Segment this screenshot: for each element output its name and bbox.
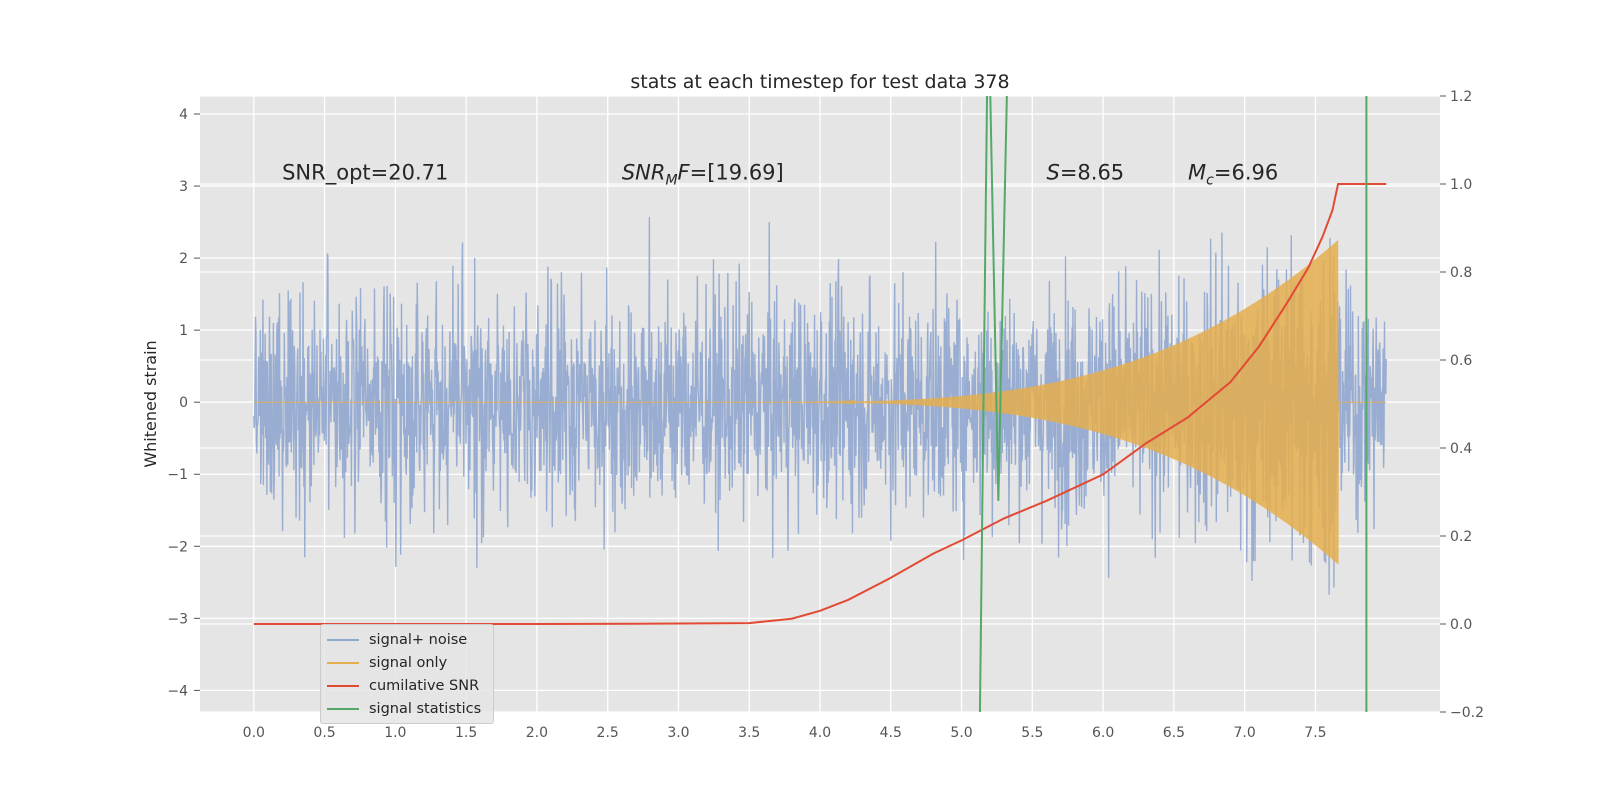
cumulative-snr-series [253,183,1387,625]
y-axis-label: Whitened strain [141,340,160,467]
x-tick-label: 4.0 [809,725,831,741]
y-tick-label: −1 [167,467,188,483]
cumulative-snr-line [253,183,1387,625]
legend-item-signal-only: signal only [327,652,447,674]
legend: signal+ noise signal only cumilative SNR… [320,624,494,724]
signal-only-line [253,240,1387,565]
x-tick-label: 6.0 [1092,725,1114,741]
x-tick-label: 2.5 [597,725,619,741]
legend-swatch-signal-only [327,662,359,664]
x-tick-label: 6.5 [1163,725,1185,741]
legend-swatch-cumulative-snr [327,685,359,687]
y-tick-label: 4 [179,107,188,123]
x-tick-label: 5.5 [1021,725,1043,741]
signal-noise-line [253,216,1387,595]
legend-item-signal-noise: signal+ noise [327,629,467,651]
y-tick-label: 1 [179,323,188,339]
annotation-snr-opt: SNR_opt=20.71 [282,161,448,186]
chart-title: stats at each timestep for test data 378 [630,71,1009,93]
y2-tick-label: −0.2 [1450,705,1484,721]
y2-tick-label: 0.8 [1450,265,1472,281]
signal-noise-series [253,216,1387,595]
x-tick-label: 1.0 [384,725,406,741]
x-tick-label: 4.5 [880,725,902,741]
legend-label: signal only [369,655,448,671]
legend-label: signal statistics [369,701,482,717]
y2-tick-label: 0.4 [1450,441,1472,457]
annotations: SNR_opt=20.71 SNRMF=[19.69] S=8.65 Mc=6.96 [282,161,1278,189]
legend-label: signal+ noise [369,632,468,648]
signal-statistics-line [978,96,1008,712]
x-tick-label: 1.5 [455,725,477,741]
y-axis-ticks: −4 −3 −2 −1 0 1 2 3 4 [167,107,200,699]
y2-tick-label: 1.0 [1450,177,1472,193]
x-tick-label: 0.0 [243,725,265,741]
legend-label: cumilative SNR [369,678,480,694]
legend-swatch-signal-noise [327,639,359,641]
x-tick-label: 0.5 [313,725,335,741]
legend-item-cumulative-snr: cumilative SNR [327,675,479,697]
legend-item-signal-statistics: signal statistics [327,698,481,720]
x-tick-label: 2.0 [526,725,548,741]
legend-swatch-signal-statistics [327,708,359,710]
x-tick-label: 3.0 [667,725,689,741]
y-tick-label: −2 [167,539,188,555]
x-tick-label: 5.0 [950,725,972,741]
y2-tick-label: 0.6 [1450,353,1472,369]
y-tick-label: 2 [179,251,188,267]
annotation-mc: Mc=6.96 [1188,161,1278,189]
y2-axis-ticks: −0.2 0.0 0.2 0.4 0.6 0.8 1.0 1.2 [1440,89,1484,721]
x-axis-ticks: 0.0 0.5 1.0 1.5 2.0 2.5 3.0 3.5 4.0 4.5 5.0 5.5 6.0 6… [243,725,1327,741]
signal-only-series [253,240,1387,565]
y2-tick-label: 0.0 [1450,617,1472,633]
y-tick-label: 3 [179,179,188,195]
x-tick-label: 7.0 [1234,725,1256,741]
y2-tick-label: 1.2 [1450,89,1472,105]
x-tick-label: 7.5 [1304,725,1326,741]
signal-statistics-series [978,96,1368,712]
y2-tick-label: 0.2 [1450,529,1472,545]
annotation-s: S=8.65 [1046,161,1124,185]
x-tick-label: 3.5 [738,725,760,741]
y-tick-label: 0 [179,395,188,411]
annotation-snr-mf: SNRMF=[19.69] [622,161,784,189]
y-tick-label: −4 [167,683,188,699]
y-tick-label: −3 [167,611,188,627]
